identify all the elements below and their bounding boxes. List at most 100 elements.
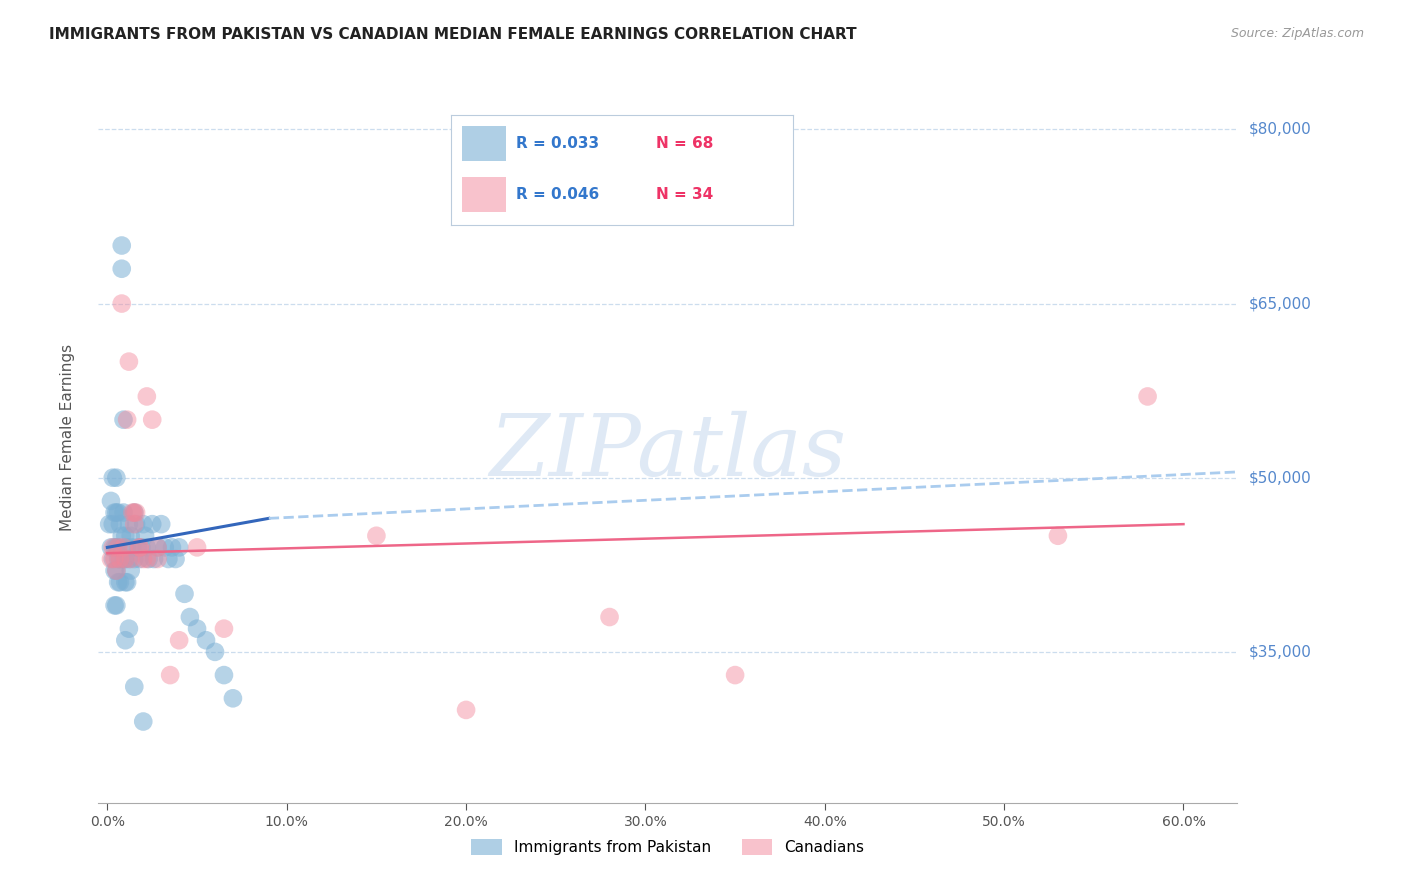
Point [599,610,621,624]
Point [111,261,134,276]
Point [103,541,125,555]
Point [454,703,477,717]
Point [105,471,128,485]
Point [111,296,134,310]
Point [165,552,187,566]
Text: ZIPatlas: ZIPatlas [489,410,846,493]
Text: $35,000: $35,000 [1249,644,1312,659]
Point [724,668,747,682]
Point [135,552,157,566]
Point [186,541,208,555]
Point [150,517,173,532]
Point [157,552,180,566]
Point [128,541,150,555]
Point [141,517,163,532]
Point [115,412,138,426]
Point [105,564,128,578]
Point [124,552,146,566]
Point [1046,529,1069,543]
Point [98,517,121,532]
Point [204,645,226,659]
Point [141,412,163,426]
Point [112,412,135,426]
Point [120,564,142,578]
Point [108,552,131,566]
Point [105,564,128,578]
Point [146,552,169,566]
Point [222,691,245,706]
Point [124,517,146,532]
Point [212,622,235,636]
Point [153,541,176,555]
Point [127,541,149,555]
Point [118,517,141,532]
Point [160,541,183,555]
Point [114,575,136,590]
Text: $50,000: $50,000 [1249,470,1312,485]
Point [121,541,143,555]
Point [100,552,122,566]
Point [112,552,135,566]
Text: Source: ZipAtlas.com: Source: ZipAtlas.com [1230,27,1364,40]
Point [112,506,135,520]
Point [135,541,157,555]
Point [146,541,169,555]
Point [118,354,141,368]
Point [118,622,141,636]
Point [124,680,146,694]
Text: $65,000: $65,000 [1249,296,1312,311]
Point [159,668,181,682]
Point [195,633,218,648]
Point [111,529,134,543]
Point [103,564,125,578]
Point [114,529,136,543]
Point [135,389,157,403]
Point [132,714,155,729]
Point [105,599,128,613]
Point [186,622,208,636]
Y-axis label: Median Female Earnings: Median Female Earnings [60,343,75,531]
Point [125,517,148,532]
Point [124,506,146,520]
Point [114,552,136,566]
Point [124,506,146,520]
Point [101,552,124,566]
Point [105,541,128,555]
Point [107,541,129,555]
Point [121,506,143,520]
Point [101,517,124,532]
Point [101,471,124,485]
Point [114,552,136,566]
Point [120,529,142,543]
Point [118,552,141,566]
Point [107,552,129,566]
Point [101,541,124,555]
Point [132,552,155,566]
Point [125,506,148,520]
Point [212,668,235,682]
Point [100,494,122,508]
Point [1136,389,1159,403]
Point [146,541,169,555]
Point [103,552,125,566]
Point [112,541,135,555]
Point [173,587,195,601]
Point [107,575,129,590]
Legend: Immigrants from Pakistan, Canadians: Immigrants from Pakistan, Canadians [465,833,870,861]
Point [100,541,122,555]
Point [103,599,125,613]
Point [107,541,129,555]
Point [143,552,166,566]
Point [108,552,131,566]
Point [114,633,136,648]
Point [115,541,138,555]
Point [115,575,138,590]
Point [120,552,142,566]
Point [128,541,150,555]
Point [134,529,156,543]
Text: $80,000: $80,000 [1249,122,1312,136]
Point [167,541,190,555]
Point [107,506,129,520]
Point [167,633,190,648]
Text: IMMIGRANTS FROM PAKISTAN VS CANADIAN MEDIAN FEMALE EARNINGS CORRELATION CHART: IMMIGRANTS FROM PAKISTAN VS CANADIAN MED… [49,27,856,42]
